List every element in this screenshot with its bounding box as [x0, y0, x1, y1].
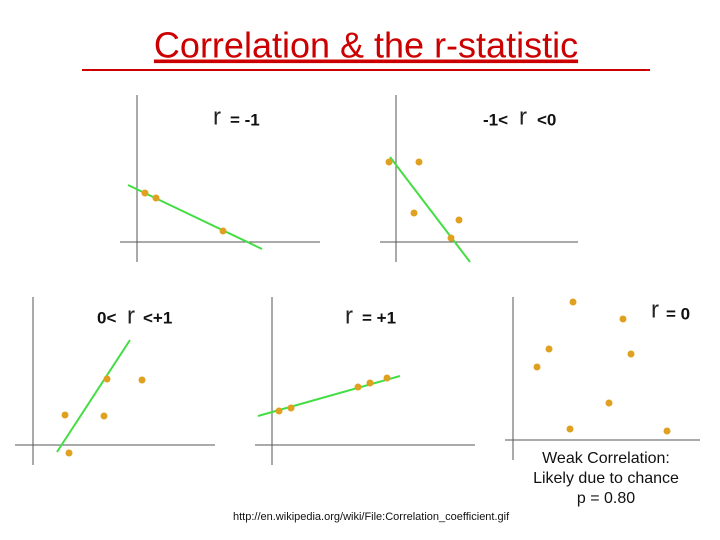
caption-line: p = 0.80	[577, 490, 635, 507]
point	[415, 158, 423, 166]
label-r: r	[519, 103, 527, 130]
point	[663, 427, 671, 435]
point	[566, 425, 574, 433]
panel: r = 0	[505, 296, 700, 460]
point	[141, 189, 149, 197]
source: http://en.wikipedia.org/wiki/File:Correl…	[233, 511, 510, 523]
label-r: r	[127, 302, 135, 329]
caption-line: Likely due to chance	[533, 470, 679, 487]
point	[569, 298, 577, 306]
point	[455, 216, 463, 224]
title: Correlation & the r-statistic	[154, 25, 578, 66]
point	[61, 411, 69, 419]
point	[152, 194, 160, 202]
fit-line	[389, 156, 471, 263]
point	[447, 234, 455, 242]
point	[410, 209, 418, 217]
label-r: r	[213, 103, 221, 130]
point	[275, 407, 283, 415]
point	[545, 345, 553, 353]
label-relation: <0	[537, 110, 556, 129]
panel: r = -1	[120, 95, 320, 262]
label-relation: -1<	[483, 110, 508, 129]
panel: -1< r <0	[380, 95, 578, 263]
point	[219, 227, 227, 235]
point	[287, 404, 295, 412]
label-r: r	[651, 296, 659, 323]
caption-line: Weak Correlation:	[542, 450, 670, 467]
point	[366, 379, 374, 387]
label-relation: 0<	[97, 308, 116, 327]
point	[605, 399, 613, 407]
point	[385, 158, 393, 166]
point	[100, 412, 108, 420]
fit-line	[127, 184, 263, 250]
label-relation: = +1	[362, 308, 396, 327]
label-r: r	[345, 302, 353, 329]
point	[354, 383, 362, 391]
point	[619, 315, 627, 323]
panel: 0< r <+1	[15, 297, 215, 465]
point	[103, 375, 111, 383]
point	[65, 449, 73, 457]
label-relation: = -1	[230, 110, 260, 129]
point	[383, 374, 391, 382]
point	[627, 350, 635, 358]
point	[533, 363, 541, 371]
fit-line	[56, 339, 131, 453]
label-relation: <+1	[143, 308, 172, 327]
point	[138, 376, 146, 384]
panel: r = +1	[255, 297, 475, 465]
label-relation: = 0	[666, 304, 690, 323]
